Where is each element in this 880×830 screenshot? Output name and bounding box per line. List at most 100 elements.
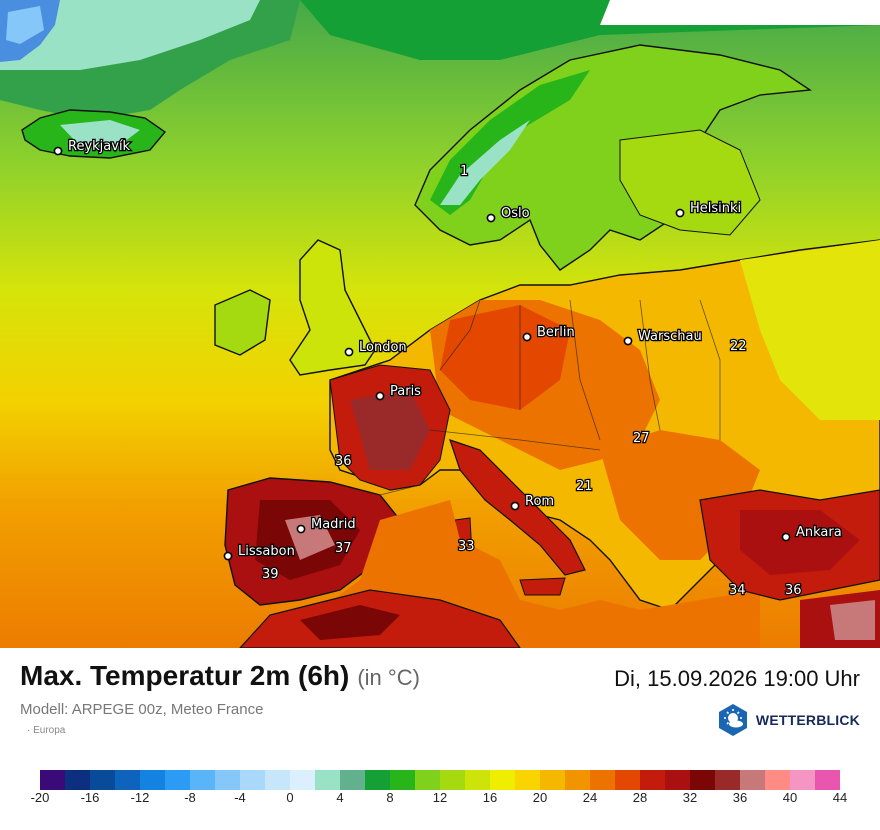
scale-color-step xyxy=(815,770,840,790)
scale-tick-label: 4 xyxy=(336,790,344,805)
country-borders xyxy=(379,299,721,496)
scale-color-step xyxy=(490,770,516,790)
scale-color-step xyxy=(690,770,716,790)
temperature-value: 36 xyxy=(335,454,352,469)
info-panel: Max. Temperatur 2m (6h) (in °C) Di, 15.09… xyxy=(0,648,880,830)
unit-label: (in °C) xyxy=(357,665,420,690)
scale-tick-label: 12 xyxy=(432,790,448,805)
iberia-plateau xyxy=(285,515,335,560)
title-text: Max. Temperatur 2m (6h) xyxy=(20,660,350,691)
city-marker: Ankara xyxy=(781,524,843,542)
temperature-value: 21 xyxy=(576,479,593,494)
sun-cloud-icon xyxy=(718,704,747,736)
atlas-mountains xyxy=(300,605,400,640)
city-dot xyxy=(53,146,63,156)
city-marker: Lissabon xyxy=(223,543,296,561)
scale-tick-label: 44 xyxy=(832,790,848,805)
city-label: Berlin xyxy=(537,325,575,340)
region-label: Europa xyxy=(27,725,65,736)
scale-color-step xyxy=(65,770,91,790)
scale-color-step xyxy=(565,770,591,790)
temperature-value: 34 xyxy=(729,583,746,598)
city-marker: Warschau xyxy=(623,328,703,346)
logo-text: WETTERBLICK xyxy=(755,712,860,728)
city-dot xyxy=(522,332,532,342)
temperature-value: 27 xyxy=(633,431,650,446)
temperature-value: 36 xyxy=(785,583,802,598)
city-dot xyxy=(623,336,633,346)
city-marker: Reykjavík xyxy=(53,138,132,156)
city-dot xyxy=(375,391,385,401)
city-label: Warschau xyxy=(638,329,702,344)
city-label: Ankara xyxy=(796,525,842,540)
scale-tick-label: 8 xyxy=(386,790,394,805)
city-label: Oslo xyxy=(501,206,530,221)
city-label: London xyxy=(359,340,407,355)
scale-color-step xyxy=(415,770,441,790)
ireland xyxy=(214,289,271,356)
scale-tick-label: 0 xyxy=(286,790,294,805)
wetterblick-logo[interactable]: WETTERBLICK xyxy=(716,703,860,737)
color-scale-labels: -20 -16 -12 -8 -4 0 4 8 12 16 20 24 28 32 36 40 44 xyxy=(0,790,880,810)
scale-tick-label: 40 xyxy=(782,790,798,805)
city-dot xyxy=(223,551,233,561)
france-core xyxy=(350,390,430,470)
city-label: Lissabon xyxy=(238,544,295,559)
scale-color-step xyxy=(765,770,791,790)
scale-color-step xyxy=(640,770,666,790)
scale-color-step xyxy=(115,770,141,790)
city-marker: Madrid xyxy=(296,516,357,534)
scale-color-step xyxy=(215,770,241,790)
iceland-highland xyxy=(60,120,140,146)
scale-color-step xyxy=(365,770,391,790)
scale-color-step xyxy=(390,770,416,790)
arctic-top xyxy=(600,0,880,25)
temperature-value: 37 xyxy=(335,541,352,556)
scale-tick-label: 20 xyxy=(532,790,548,805)
scale-color-step xyxy=(590,770,616,790)
city-label: Madrid xyxy=(311,517,356,532)
city-dot xyxy=(296,524,306,534)
map-title: Max. Temperatur 2m (6h) (in °C) xyxy=(20,660,420,692)
scale-color-step xyxy=(665,770,691,790)
scale-tick-label: 24 xyxy=(582,790,598,805)
great-britain xyxy=(289,239,376,376)
turkey-core xyxy=(740,510,860,575)
city-marker: Rom xyxy=(510,493,555,511)
color-scale-bar xyxy=(40,770,840,790)
scale-tick-label: -4 xyxy=(234,790,246,805)
temperature-value: 1 xyxy=(460,164,468,179)
scale-color-step xyxy=(40,770,66,790)
scale-tick-label: -8 xyxy=(184,790,196,805)
scale-color-step xyxy=(190,770,216,790)
city-marker: Paris xyxy=(375,383,422,401)
norway-peaks xyxy=(440,120,530,205)
scale-color-step xyxy=(715,770,741,790)
temperature-value: 33 xyxy=(458,539,475,554)
city-dot xyxy=(344,347,354,357)
scale-tick-label: 36 xyxy=(732,790,748,805)
scale-color-step xyxy=(615,770,641,790)
scale-tick-label: 16 xyxy=(482,790,498,805)
valid-datetime: Di, 15.09.2026 19:00 Uhr xyxy=(614,666,860,691)
city-marker: Helsinki xyxy=(675,200,742,218)
sicily xyxy=(519,577,566,596)
scale-color-step xyxy=(265,770,291,790)
city-label: Reykjavík xyxy=(68,139,131,154)
temperature-value: 39 xyxy=(262,567,279,582)
scale-tick-label: 32 xyxy=(682,790,698,805)
scale-tick-label: -12 xyxy=(130,790,150,805)
city-label: Helsinki xyxy=(690,201,741,216)
model-info: Modell: ARPEGE 00z, Meteo France xyxy=(20,701,264,718)
scale-color-step xyxy=(290,770,316,790)
russia-east xyxy=(740,240,880,420)
scale-color-step xyxy=(140,770,166,790)
middle-east-hills xyxy=(830,600,875,640)
scale-tick-label: 28 xyxy=(632,790,648,805)
temperature-value: 22 xyxy=(730,339,747,354)
scale-color-step xyxy=(540,770,566,790)
scale-color-step xyxy=(165,770,191,790)
city-dot xyxy=(486,213,496,223)
scale-color-step xyxy=(740,770,766,790)
scale-color-step xyxy=(465,770,491,790)
